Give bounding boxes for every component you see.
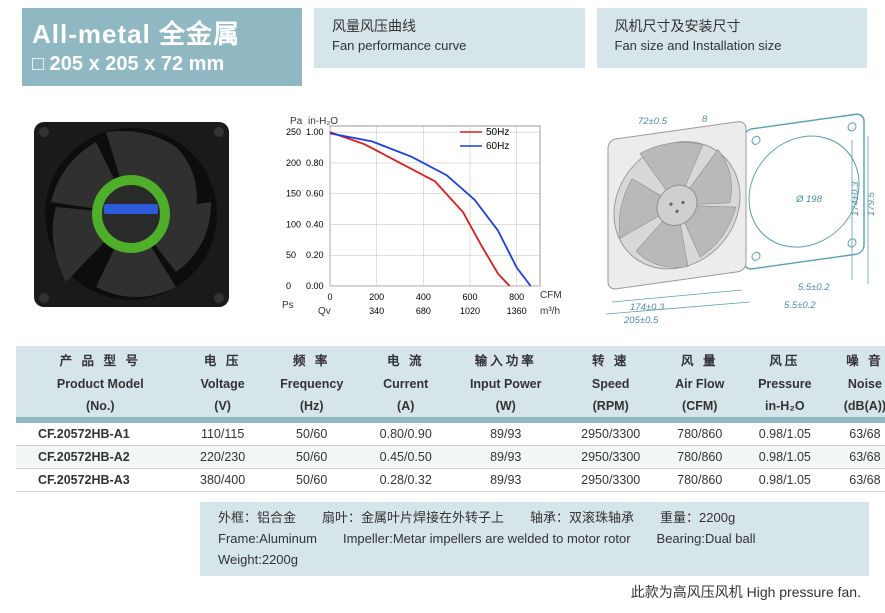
title-block: All-metal 全金属 □ 205 x 205 x 72 mm bbox=[22, 8, 302, 86]
svg-text:600: 600 bbox=[462, 292, 477, 302]
table-header-zh: 产 品 型 号电 压频 率电 流输入功率转 速风 量风压噪 音 bbox=[16, 346, 885, 373]
box-glyph: □ bbox=[32, 53, 44, 75]
materials-bar: 外框：铝合金 扇叶：金属叶片焊接在外转子上 轴承：双滚珠轴承 重量：2200g … bbox=[200, 502, 869, 576]
svg-text:200: 200 bbox=[286, 158, 301, 168]
performance-chart-svg: Pa in-H₂O 020040060080000.00500.201000.4… bbox=[270, 112, 570, 327]
svg-text:1020: 1020 bbox=[460, 306, 480, 316]
svg-text:340: 340 bbox=[369, 306, 384, 316]
svg-text:0.40: 0.40 bbox=[306, 219, 324, 229]
svg-text:0.20: 0.20 bbox=[306, 250, 324, 260]
performance-chart: Pa in-H₂O 020040060080000.00500.201000.4… bbox=[270, 112, 570, 330]
svg-text:in-H₂O: in-H₂O bbox=[308, 116, 338, 127]
svg-text:72±0.5: 72±0.5 bbox=[638, 116, 668, 127]
svg-text:Pa: Pa bbox=[290, 116, 303, 127]
dimensions: 205 x 205 x 72 mm bbox=[50, 53, 225, 75]
svg-text:0.00: 0.00 bbox=[306, 281, 324, 291]
svg-text:Ps: Ps bbox=[282, 300, 294, 311]
svg-text:5.5±0.2: 5.5±0.2 bbox=[784, 300, 816, 311]
size-label-zh: 风机尺寸及安装尺寸 bbox=[615, 16, 850, 36]
svg-text:Qv: Qv bbox=[318, 306, 331, 317]
bearing-zh: 轴承：双滚珠轴承 bbox=[530, 508, 634, 529]
dimension-drawing: 72±0.5 8 Ø 198 174±0.3 179.5 174±0.3 205… bbox=[584, 112, 884, 330]
footnote: 此款为高风压风机 High pressure fan. bbox=[0, 576, 885, 612]
svg-text:0: 0 bbox=[327, 292, 332, 302]
table-row: CF.20572HB-A1110/11550/600.80/0.9089/932… bbox=[16, 423, 885, 446]
svg-text:680: 680 bbox=[416, 306, 431, 316]
svg-text:1360: 1360 bbox=[507, 306, 527, 316]
title-en: All-metal bbox=[32, 19, 151, 49]
header-col-size: 风机尺寸及安装尺寸 Fan size and Installation size bbox=[597, 8, 868, 68]
frame-en: Frame:Aluminum bbox=[218, 529, 317, 550]
header-band: All-metal 全金属 □ 205 x 205 x 72 mm 风量风压曲线… bbox=[0, 0, 885, 94]
legend-50hz: 50Hz bbox=[486, 127, 509, 138]
svg-text:205±0.5: 205±0.5 bbox=[623, 315, 659, 326]
title-zh: 全金属 bbox=[159, 19, 240, 49]
bearing-en: Bearing:Dual ball bbox=[657, 529, 756, 550]
weight-zh: 重量：2200g bbox=[660, 508, 735, 529]
svg-text:5.5±0.2: 5.5±0.2 bbox=[798, 282, 830, 293]
impeller-en: Impeller:Metar impellers are welded to m… bbox=[343, 529, 631, 550]
weight-en: Weight:2200g bbox=[218, 550, 298, 571]
fan-photo-svg bbox=[26, 112, 246, 322]
svg-text:400: 400 bbox=[416, 292, 431, 302]
frame-zh: 外框：铝合金 bbox=[218, 508, 296, 529]
svg-text:1.00: 1.00 bbox=[306, 127, 324, 137]
svg-text:250: 250 bbox=[286, 127, 301, 137]
table-row: CF.20572HB-A2220/23050/600.45/0.5089/932… bbox=[16, 446, 885, 469]
table-body: CF.20572HB-A1110/11550/600.80/0.9089/932… bbox=[16, 423, 885, 492]
table-row: CF.20572HB-A3380/40050/600.28/0.3289/932… bbox=[16, 469, 885, 492]
svg-text:0: 0 bbox=[286, 281, 291, 291]
svg-text:800: 800 bbox=[509, 292, 524, 302]
content-row: Pa in-H₂O 020040060080000.00500.201000.4… bbox=[0, 94, 885, 338]
perf-label-zh: 风量风压曲线 bbox=[332, 16, 567, 36]
svg-text:0.60: 0.60 bbox=[306, 189, 324, 199]
spec-table: 产 品 型 号电 压频 率电 流输入功率转 速风 量风压噪 音 Product … bbox=[16, 346, 885, 492]
dimension-drawing-svg: 72±0.5 8 Ø 198 174±0.3 179.5 174±0.3 205… bbox=[584, 112, 884, 327]
fan-photo bbox=[26, 112, 256, 322]
legend-60hz: 60Hz bbox=[486, 141, 509, 152]
svg-text:100: 100 bbox=[286, 219, 301, 229]
perf-label-en: Fan performance curve bbox=[332, 38, 567, 53]
svg-text:m³/h: m³/h bbox=[540, 306, 560, 317]
svg-text:0.80: 0.80 bbox=[306, 158, 324, 168]
svg-text:Ø 198: Ø 198 bbox=[795, 194, 823, 205]
svg-text:50: 50 bbox=[286, 250, 296, 260]
svg-text:150: 150 bbox=[286, 189, 301, 199]
header-col-performance: 风量风压曲线 Fan performance curve bbox=[314, 8, 585, 68]
size-label-en: Fan size and Installation size bbox=[615, 38, 850, 53]
svg-text:200: 200 bbox=[369, 292, 384, 302]
table-header-unit: (No.)(V)(Hz)(A)(W)(RPM)(CFM)in-H₂O(dB(A)… bbox=[16, 395, 885, 417]
impeller-zh: 扇叶：金属叶片焊接在外转子上 bbox=[322, 508, 504, 529]
svg-text:CFM: CFM bbox=[540, 290, 562, 301]
table-header-en: Product ModelVoltageFrequencyCurrentInpu… bbox=[16, 373, 885, 395]
svg-text:8: 8 bbox=[702, 114, 708, 125]
